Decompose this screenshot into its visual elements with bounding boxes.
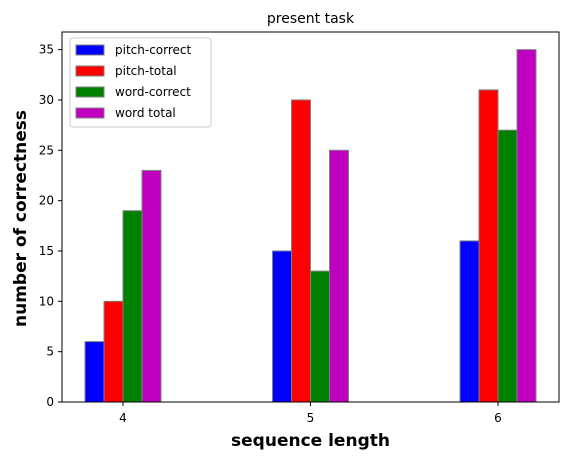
legend: pitch-correct pitch-total word-correct word… — [69, 37, 212, 128]
x-tick-label: 6 — [494, 411, 502, 425]
axes-group: 0 5 10 15 20 25 30 35 4 5 6 — [39, 31, 560, 425]
y-tick-label: 10 — [39, 294, 54, 308]
x-tick-label: 5 — [307, 411, 315, 425]
bar-pitch-correct-6 — [459, 240, 480, 403]
legend-label: pitch-correct — [115, 43, 192, 57]
y-tick-label: 15 — [39, 244, 54, 258]
x-axis-title: sequence length — [231, 431, 390, 451]
legend-swatch-pitch-correct — [75, 44, 105, 56]
bar-word-correct-6 — [497, 129, 518, 403]
chart-title: present task — [267, 11, 355, 27]
bar-word-correct-5 — [310, 270, 330, 403]
y-tick-label: 25 — [39, 143, 54, 157]
legend-swatch-pitch-total — [75, 65, 105, 77]
bar-word-total-6 — [516, 49, 537, 403]
legend-swatch-word-total — [75, 107, 105, 119]
bar-pitch-correct-5 — [272, 250, 292, 403]
bars-group — [84, 49, 537, 403]
legend-label: word total — [115, 106, 176, 120]
y-tick-label: 30 — [39, 93, 54, 107]
bar-pitch-total-4 — [103, 300, 124, 403]
legend-label: pitch-total — [115, 64, 177, 78]
bar-word-total-4 — [141, 169, 162, 403]
x-tick-label: 4 — [119, 411, 127, 425]
bar-word-correct-4 — [122, 210, 143, 403]
bar-pitch-correct-4 — [84, 341, 105, 403]
y-tick-label: 5 — [46, 345, 54, 359]
y-tick-label: 0 — [46, 395, 54, 409]
legend-label: word-correct — [115, 85, 191, 99]
legend-box — [69, 37, 212, 128]
legend-swatch-word-correct — [75, 86, 105, 98]
y-axis-title: number of correctness — [11, 110, 31, 327]
bar-word-total-5 — [329, 149, 349, 403]
y-tick-label: 35 — [39, 43, 54, 57]
bar-pitch-total-5 — [291, 99, 311, 403]
bar-pitch-total-6 — [478, 89, 499, 403]
y-tick-label: 20 — [39, 194, 54, 208]
